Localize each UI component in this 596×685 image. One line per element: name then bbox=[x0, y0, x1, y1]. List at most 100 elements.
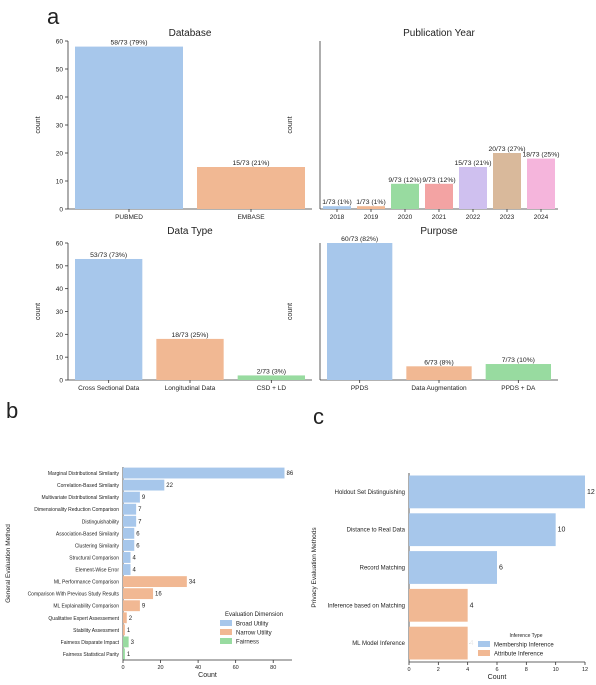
data-label-general: 16 bbox=[155, 592, 162, 598]
y-tick-label: 50 bbox=[56, 67, 64, 74]
data-label-general: 1 bbox=[127, 628, 131, 634]
chart-title-purpose: Purpose bbox=[420, 226, 458, 237]
bar-privacy-distance-to-real-data bbox=[409, 513, 556, 547]
bar-year-2022 bbox=[459, 167, 487, 209]
x-tick-label: 0 bbox=[121, 665, 124, 671]
bar-general-ml-explainability-comparison bbox=[123, 600, 140, 612]
bar-database-embase bbox=[197, 167, 305, 209]
x-tick-label: Longitudinal Data bbox=[165, 385, 216, 392]
y-tick-label: Inference based on Matching bbox=[328, 603, 405, 609]
y-tick-label: Correlation-Based Similarity bbox=[57, 483, 119, 489]
chart-title-datatype: Data Type bbox=[167, 226, 213, 237]
bar-year-2018 bbox=[323, 206, 351, 209]
legend-swatch-fairness bbox=[220, 638, 232, 644]
y-tick-label: 40 bbox=[56, 286, 64, 293]
y-tick-label: Marginal Distributional Similarity bbox=[48, 471, 120, 477]
data-label-general: 3 bbox=[131, 640, 135, 646]
bar-general-ml-performance-comparison bbox=[123, 576, 187, 588]
data-label-purpose: 7/73 (10%) bbox=[502, 357, 535, 364]
bar-privacy-inference-based-on-matching bbox=[409, 588, 468, 622]
x-tick-label: PUBMED bbox=[115, 214, 143, 221]
data-label-year: 9/73 (12%) bbox=[422, 177, 455, 184]
bar-datatype-longitudinal-data bbox=[156, 338, 224, 380]
legend-label-narrow-utility: Narrow Utility bbox=[236, 631, 272, 637]
bar-general-association-based-similarity bbox=[123, 527, 135, 539]
data-label-general: 4 bbox=[133, 568, 137, 574]
bar-general-element-wise-error bbox=[123, 564, 131, 575]
data-label-general: 1 bbox=[127, 652, 131, 658]
x-tick-label: 12 bbox=[582, 667, 588, 673]
y-tick-label: 10 bbox=[56, 179, 64, 186]
legend-swatch-attribute-inference bbox=[478, 650, 490, 656]
data-label-year: 1/73 (1%) bbox=[356, 199, 385, 206]
legend-swatch-membership-inference bbox=[478, 641, 490, 647]
y-tick-label: 30 bbox=[56, 309, 64, 316]
x-tick-label: 2023 bbox=[500, 214, 515, 221]
y-tick-label: 50 bbox=[56, 263, 64, 270]
x-tick-label: Data Augmentation bbox=[411, 385, 467, 392]
data-label-datatype: 53/73 (73%) bbox=[90, 252, 127, 259]
y-axis-label-general: General Evaluation Method bbox=[5, 524, 12, 603]
legend-swatch-narrow-utility bbox=[220, 629, 232, 635]
data-label-privacy: 12 bbox=[587, 489, 595, 496]
data-label-privacy: 10 bbox=[558, 527, 566, 534]
data-label-general: 6 bbox=[136, 543, 140, 549]
data-label-general: 34 bbox=[189, 580, 196, 586]
y-tick-label: Fairness Disparate Impact bbox=[61, 640, 120, 646]
y-axis-label-purpose: count bbox=[287, 303, 294, 320]
bar-purpose-ppds bbox=[327, 243, 393, 380]
bar-general-stability-assessment bbox=[123, 624, 125, 636]
y-tick-label: ML Performance Comparison bbox=[54, 580, 119, 586]
data-label-database: 15/73 (21%) bbox=[232, 160, 269, 167]
x-tick-label: 2022 bbox=[466, 214, 481, 221]
bar-year-2020 bbox=[391, 183, 419, 209]
data-label-datatype: 2/73 (3%) bbox=[257, 368, 286, 375]
bar-general-multivariate-distributional-similarity bbox=[123, 491, 140, 503]
y-tick-label: 60 bbox=[56, 39, 64, 46]
y-tick-label: Fairness Statistical Parity bbox=[63, 652, 120, 658]
data-label-general: 6 bbox=[136, 531, 140, 537]
bar-general-dimensionality-reduction-comparison bbox=[123, 503, 137, 515]
y-tick-label: Association-Based Similarity bbox=[56, 531, 120, 537]
x-tick-label: 4 bbox=[466, 667, 469, 673]
bar-general-clustering-similarity bbox=[123, 539, 135, 551]
y-tick-label: Multivariate Distributional Similarity bbox=[41, 495, 119, 501]
y-tick-label: 20 bbox=[56, 151, 64, 158]
y-axis-label-privacy: Privacy Evaluation Methods bbox=[311, 527, 318, 608]
y-axis-label-database: count bbox=[35, 116, 42, 133]
y-tick-label: Distinguishability bbox=[82, 519, 120, 525]
x-tick-label: 2019 bbox=[364, 214, 379, 221]
data-label-privacy: 4 bbox=[470, 602, 474, 609]
x-tick-label: 10 bbox=[553, 667, 559, 673]
x-tick-label: CSD + LD bbox=[257, 385, 287, 392]
x-tick-label: 2020 bbox=[398, 214, 413, 221]
data-label-year: 20/73 (27%) bbox=[488, 146, 525, 153]
x-tick-label: 20 bbox=[157, 665, 163, 671]
bar-privacy-holdout-set-distinguishing bbox=[409, 475, 585, 509]
y-tick-label: 20 bbox=[56, 332, 64, 339]
bar-year-2019 bbox=[357, 206, 385, 209]
x-axis-label-privacy: Count bbox=[488, 674, 507, 681]
x-tick-label: 40 bbox=[195, 665, 201, 671]
bar-datatype-csd-ld bbox=[237, 375, 305, 380]
x-tick-label: PPDS bbox=[351, 385, 369, 392]
x-axis-label-general: Count bbox=[198, 672, 217, 679]
y-tick-label: 0 bbox=[59, 207, 63, 214]
y-tick-label: Qualitative Expert Assessement bbox=[48, 616, 119, 622]
data-label-general: 22 bbox=[166, 483, 173, 489]
y-tick-label: Holdout Set Distinguishing bbox=[335, 490, 405, 496]
data-label-general: 86 bbox=[286, 471, 293, 477]
legend-label-broad-utility: Broad Utility bbox=[236, 622, 268, 628]
y-tick-label: Record Matching bbox=[360, 566, 405, 572]
bar-privacy-record-matching bbox=[409, 551, 497, 584]
bar-purpose-data-augmentation bbox=[406, 366, 472, 380]
y-tick-label: Clustering Similarity bbox=[75, 543, 120, 549]
y-tick-label: ML Model Inference bbox=[352, 641, 405, 647]
y-tick-label: ML Explainability Comparison bbox=[53, 604, 119, 610]
x-tick-label: 6 bbox=[495, 667, 498, 673]
panel-letter-c: c bbox=[313, 404, 324, 429]
y-tick-label: Structural Comparison bbox=[69, 555, 119, 561]
bar-privacy-ml-model-inference bbox=[409, 626, 468, 660]
